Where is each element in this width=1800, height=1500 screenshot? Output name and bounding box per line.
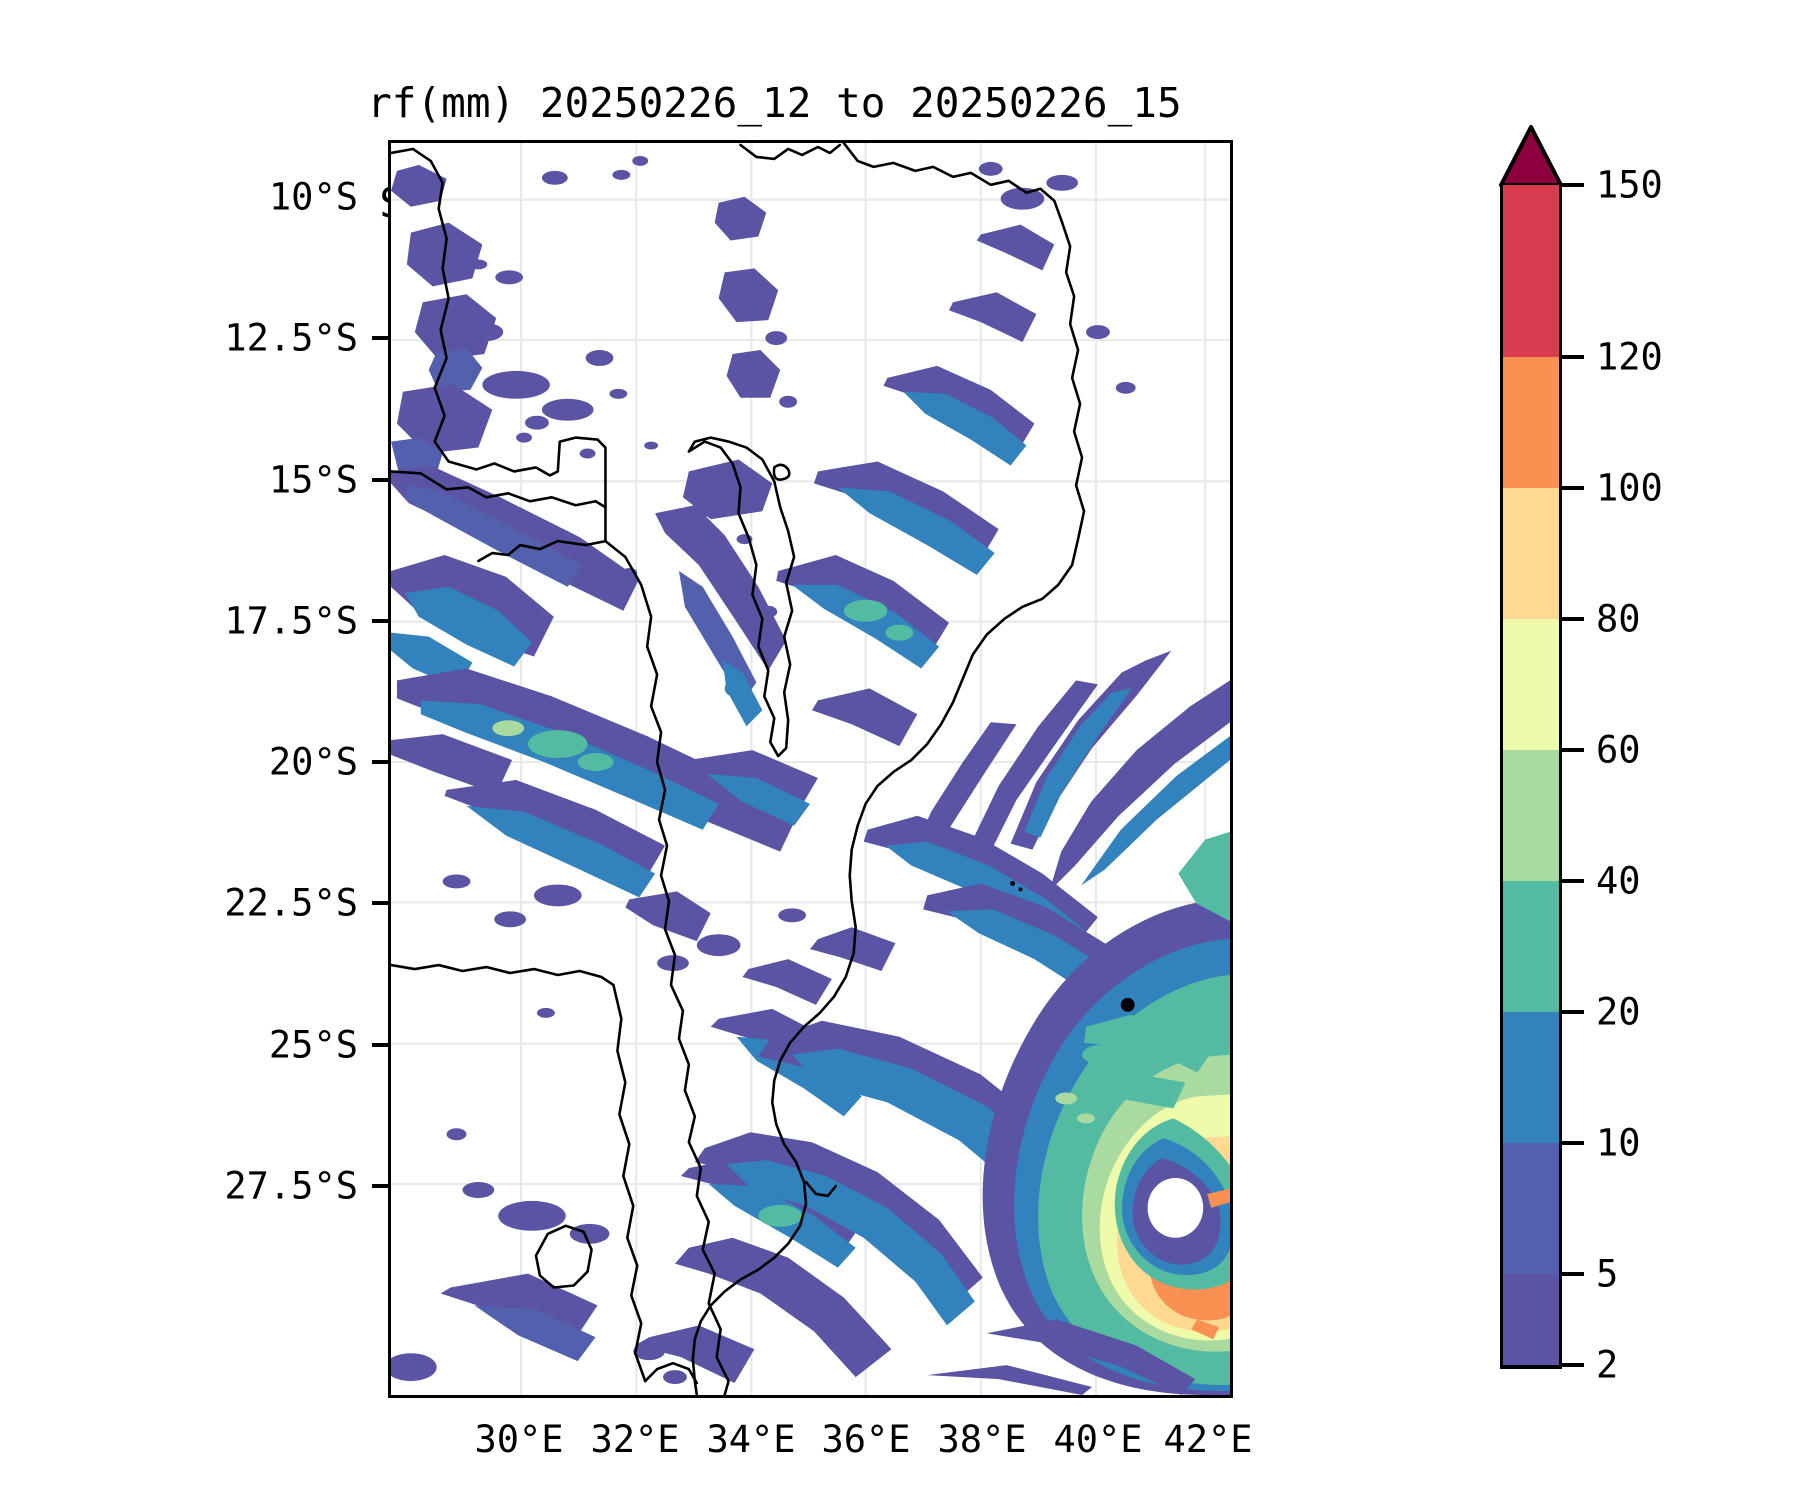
colorbar-tick-100 xyxy=(1562,486,1584,490)
x-tick-label-6: 42°E xyxy=(1163,1418,1253,1461)
colorbar-tick-40 xyxy=(1562,879,1584,883)
colorbar-extend-arrow xyxy=(1499,125,1563,187)
colorbar-tick-10 xyxy=(1562,1141,1584,1145)
colorbar-label-5: 5 xyxy=(1596,1252,1619,1296)
colorbar-tick-120 xyxy=(1562,355,1584,359)
x-tick-label-5: 40°E xyxy=(1053,1418,1143,1461)
tropical-cyclone-rainfall xyxy=(635,650,1230,1395)
colorbar-segment-120-150 xyxy=(1500,185,1562,357)
colorbar-label-150: 150 xyxy=(1596,163,1663,207)
y-tick-label-4: 20°S xyxy=(268,740,358,784)
cyclone-core xyxy=(982,899,1230,1395)
colorbar-label-100: 100 xyxy=(1596,466,1663,510)
x-tick-label-0: 30°E xyxy=(474,1418,564,1461)
rainfall-map xyxy=(391,143,1230,1395)
colorbar-tick-150 xyxy=(1562,183,1584,187)
y-tick-label-0: 10°S xyxy=(268,175,358,219)
colorbar-label-20: 20 xyxy=(1596,990,1641,1034)
colorbar-label-60: 60 xyxy=(1596,728,1641,772)
y-tick-label-5: 22.5°S xyxy=(224,881,358,925)
colorbar-segment-10-20 xyxy=(1500,1012,1562,1143)
coastlines-and-borders xyxy=(391,143,1086,1395)
colorbar-segment-80-100 xyxy=(1500,488,1562,619)
colorbar-segment-2-5 xyxy=(1500,1274,1562,1365)
colorbar-tick-80 xyxy=(1562,617,1584,621)
map-plot-area[interactable] xyxy=(388,140,1233,1398)
colorbar-segment-40-60 xyxy=(1500,750,1562,881)
y-tick-label-2: 15°S xyxy=(268,458,358,502)
y-tick-label-3: 17.5°S xyxy=(224,599,358,643)
x-tick-label-4: 38°E xyxy=(937,1418,1027,1461)
x-tick-label-1: 32°E xyxy=(590,1418,680,1461)
colorbar-segment-60-80 xyxy=(1500,619,1562,750)
colorbar-tick-2 xyxy=(1562,1363,1584,1367)
colorbar-segment-20-40 xyxy=(1500,881,1562,1012)
y-tick-label-1: 12.5°S xyxy=(224,316,358,360)
colorbar-tick-60 xyxy=(1562,748,1584,752)
x-tick-label-2: 34°E xyxy=(706,1418,796,1461)
colorbar-baseline xyxy=(1500,1365,1562,1369)
colorbar-label-10: 10 xyxy=(1596,1121,1641,1165)
colorbar-tick-20 xyxy=(1562,1010,1584,1014)
y-tick-label-6: 25°S xyxy=(268,1023,358,1067)
colorbar-label-80: 80 xyxy=(1596,597,1641,641)
title-line-1: rf(mm) 20250226_12 to 20250226_15 xyxy=(367,79,1182,128)
colorbar-tick-5 xyxy=(1562,1272,1584,1276)
colorbar-label-40: 40 xyxy=(1596,859,1641,903)
y-tick-label-7: 27.5°S xyxy=(224,1164,358,1208)
colorbar[interactable]: 150 120 100 80 60 40 20 10 5 2 xyxy=(1499,125,1663,1387)
colorbar-segment-5-10 xyxy=(1500,1143,1562,1274)
colorbar-label-2: 2 xyxy=(1596,1343,1619,1387)
colorbar-segment-100-120 xyxy=(1500,357,1562,488)
y-axis-labels: 10°S 12.5°S 15°S 17.5°S 20°S 22.5°S 25°S… xyxy=(0,0,372,1500)
colorbar-label-120: 120 xyxy=(1596,335,1663,379)
x-tick-label-3: 36°E xyxy=(821,1418,911,1461)
